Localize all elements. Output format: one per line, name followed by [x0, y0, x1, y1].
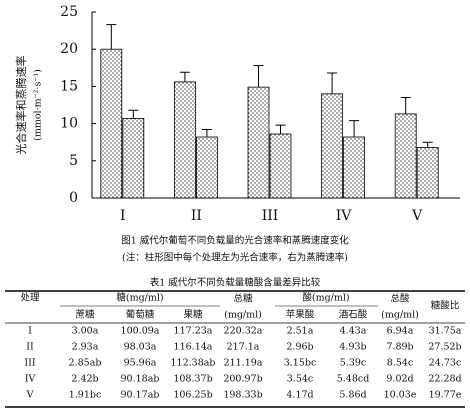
table-header: 糖(mg/ml) — [116, 292, 163, 304]
error-bar — [106, 24, 117, 50]
table-cell: 5.86d — [339, 390, 366, 401]
table-cell: 2.51a — [287, 326, 314, 337]
y-tick-label: 15 — [60, 78, 78, 94]
table-cell: 27.52b — [428, 342, 461, 353]
bar — [343, 136, 366, 199]
table-cell: 100.09a — [121, 326, 160, 337]
table-cell: 2.85ab — [69, 358, 102, 369]
bar — [416, 147, 439, 199]
table-cell: 4.93b — [339, 342, 366, 353]
table-cell: 3.00a — [72, 326, 99, 337]
table-cell: 200.97b — [223, 374, 262, 385]
table-subheader: 蔗糖 — [75, 309, 95, 321]
table-cell: 217.1a — [227, 342, 260, 353]
table-cell: 8.54c — [387, 358, 413, 369]
table-cell: 31.75a — [429, 326, 462, 337]
table-header: 总糖 — [233, 293, 253, 305]
x-tick-label: I — [120, 208, 126, 224]
table-cell: 98.03a — [124, 342, 157, 353]
error-bar — [422, 141, 433, 148]
table-cell: V — [26, 390, 34, 401]
bar — [247, 86, 270, 199]
table-subheader: (mg/ml) — [381, 310, 419, 321]
table-cell: 3.15bc — [284, 358, 317, 369]
error-bar — [179, 71, 190, 82]
bar — [269, 133, 292, 199]
table-cell: 220.32a — [224, 326, 263, 337]
table-cell: 19.77e — [429, 390, 462, 401]
bar — [321, 93, 344, 199]
error-bar — [128, 109, 139, 119]
table-cell: III — [24, 358, 36, 369]
x-tick-label: IV — [336, 208, 353, 224]
table-cell: 1.91bc — [69, 390, 102, 401]
table-cell: 198.33b — [223, 390, 262, 401]
table-cell: 4.17d — [286, 390, 313, 401]
table-cell: IV — [25, 374, 36, 385]
table-cell: II — [26, 342, 34, 353]
table-cell: 7.89b — [386, 342, 413, 353]
table-cell: 5.48cd — [337, 374, 370, 385]
bar — [122, 117, 145, 199]
table-cell: 112.38ab — [171, 358, 216, 369]
table-cell: 116.14a — [174, 342, 213, 353]
table-cell: 6.94a — [387, 326, 414, 337]
table-cell: 2.96b — [286, 342, 313, 353]
table-subheader: 苹果酸 — [286, 309, 315, 321]
y-tick-label: 5 — [69, 153, 78, 169]
table-title: 表1 威代尔不同负载量糖酸含量差异比较 — [150, 277, 321, 289]
table-subheader: (mg/ml) — [224, 310, 262, 321]
table-cell: 95.96a — [124, 358, 157, 369]
table-header: 酸(mg/ml) — [302, 292, 349, 304]
x-tick-label: V — [411, 208, 423, 224]
table-cell: 117.23a — [174, 326, 213, 337]
bar — [100, 48, 123, 199]
table-cell: 90.18ab — [121, 374, 160, 385]
table-cell: 211.19a — [224, 358, 263, 369]
table-cell: 3.54c — [287, 374, 313, 385]
y-axis-unit: (mmol·m⁻²·s⁻¹) — [33, 69, 44, 141]
error-bar — [327, 72, 338, 94]
error-bar — [201, 129, 212, 137]
table-cell: 4.43a — [340, 326, 367, 337]
table-cell: 106.25b — [173, 390, 212, 401]
table-cell: 108.37b — [173, 374, 212, 385]
figure-caption: 图1 威代尔葡萄不同负载量的光合速率和蒸腾速度变化 — [121, 235, 349, 247]
table-cell: 22.28d — [428, 374, 461, 385]
table-header: 处理 — [20, 292, 40, 304]
table-cell: 10.03e — [384, 390, 417, 401]
table-cell: 2.93a — [72, 342, 99, 353]
table-cell: 2.42b — [71, 374, 98, 385]
table-cell: 24.73c — [429, 358, 462, 369]
y-tick-label: 0 — [69, 190, 78, 206]
bar — [195, 136, 218, 199]
x-tick-label: II — [191, 208, 202, 224]
x-tick-label: III — [262, 208, 279, 224]
y-tick-label: 25 — [60, 4, 78, 20]
table-subheader: 酒石酸 — [339, 309, 368, 321]
error-bar — [253, 65, 264, 88]
table-header: 糖酸比 — [431, 300, 460, 312]
error-bar — [275, 124, 286, 135]
table-cell: 90.17ab — [121, 390, 160, 401]
table-header: 总酸 — [390, 293, 410, 305]
y-axis-label: 光合速率和蒸腾速率 — [14, 56, 28, 155]
table-subheader: 果糖 — [183, 309, 203, 321]
y-tick-label: 20 — [60, 41, 78, 57]
table-cell: 9.02d — [386, 374, 413, 385]
bar — [394, 113, 417, 199]
bar — [173, 81, 196, 199]
table-cell: 5.39c — [340, 358, 366, 369]
table-subheader: 葡萄糖 — [126, 309, 155, 321]
error-bar — [349, 120, 360, 137]
table-cell: I — [28, 326, 32, 337]
y-tick-label: 10 — [60, 116, 78, 132]
figure-note: (注：柱形图中每个处理左为光合速率，右为蒸腾速率) — [122, 252, 348, 264]
error-bar — [400, 97, 411, 114]
